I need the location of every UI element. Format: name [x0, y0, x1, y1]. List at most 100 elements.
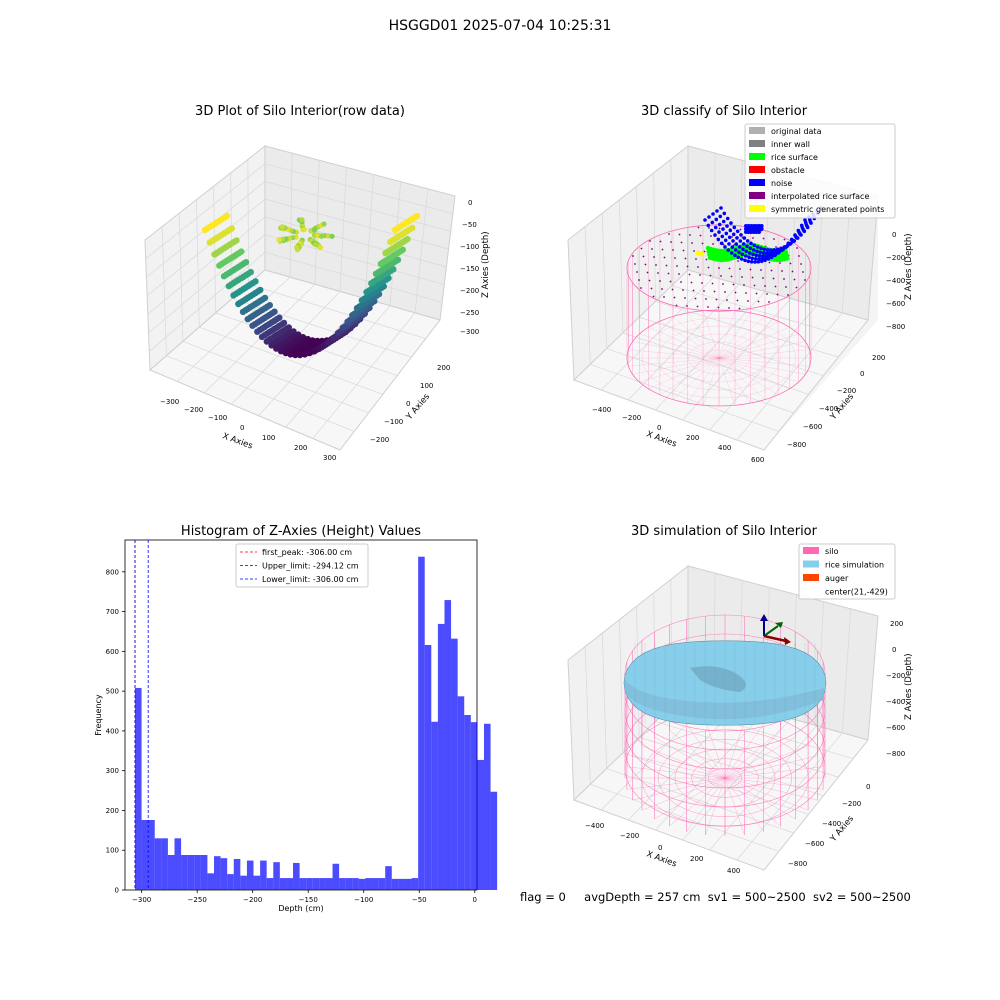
- x-tick: 0: [657, 424, 661, 432]
- z-tick: 200: [890, 620, 903, 628]
- avg-depth: avgDepth = 257 cm: [584, 890, 701, 904]
- x-tick: 600: [751, 456, 764, 464]
- y-tick-label: 100: [106, 847, 119, 855]
- histogram-bar: [352, 878, 359, 890]
- x-tick: −200: [620, 832, 639, 840]
- silo-wireframe: [626, 224, 812, 407]
- panel-title-simulation: 3D simulation of Silo Interior: [631, 524, 817, 539]
- legend-swatch: [803, 574, 819, 581]
- y-tick: −800: [788, 860, 807, 868]
- histogram-bar: [279, 878, 287, 890]
- status-footer: flag = 0 avgDepth = 257 cm sv1 = 500~250…: [520, 890, 911, 904]
- rice-surface: [623, 640, 827, 726]
- histogram-bar: [154, 838, 162, 890]
- y-tick: 200: [437, 364, 450, 372]
- histogram-bar: [266, 878, 274, 890]
- x-tick: 200: [294, 444, 307, 452]
- x-tick: −100: [208, 414, 227, 422]
- histogram-bar: [207, 873, 215, 890]
- x-tick-label: −50: [412, 896, 427, 904]
- x-tick: 400: [718, 444, 731, 452]
- histogram-bar: [299, 878, 307, 890]
- histogram-bar: [483, 723, 491, 890]
- histogram-bar: [246, 860, 254, 890]
- legend-label: symmetric generated points: [771, 205, 884, 214]
- histogram-bar: [385, 866, 392, 890]
- x-tick-label: −200: [243, 896, 262, 904]
- histogram-bar: [325, 878, 333, 890]
- x-tick-label: −150: [299, 896, 318, 904]
- histogram-bar: [141, 820, 149, 890]
- x-axis-label: X Axies: [645, 849, 678, 869]
- legend-label: rice surface: [771, 153, 818, 162]
- legend-swatch: [749, 127, 765, 134]
- y-tick-label: 300: [106, 767, 119, 775]
- histogram-bar: [181, 855, 188, 890]
- legend-label: interpolated rice surface: [771, 192, 869, 201]
- z-tick: −50: [462, 221, 477, 229]
- histogram-bar: [339, 878, 346, 890]
- legend-label: noise: [771, 179, 792, 188]
- y-tick: −200: [370, 436, 389, 444]
- y-tick-label: 500: [106, 688, 119, 696]
- legend-label: center(21,-429): [825, 588, 888, 597]
- histogram-bar: [214, 856, 221, 890]
- y-tick: 0: [866, 783, 870, 791]
- pane-grid: [145, 153, 453, 439]
- z-tick: −100: [460, 243, 479, 251]
- x-tick: −200: [184, 406, 203, 414]
- legend-swatch: [749, 192, 765, 199]
- y-tick: 0: [406, 400, 410, 408]
- y-tick: −600: [805, 840, 824, 848]
- legend: silo rice simulation auger center(21,-429): [798, 543, 896, 600]
- z-axis-label: Z Axies (Depth): [904, 653, 914, 720]
- z-axis-label: Z Axies (Depth): [481, 231, 491, 298]
- histogram-bar: [174, 838, 182, 890]
- histogram-bar: [260, 860, 267, 890]
- z-tick: 0: [892, 231, 896, 239]
- legend: first_peak: -306.00 cm Upper_limit: -294.…: [235, 543, 369, 588]
- y-tick: −200: [837, 387, 856, 395]
- legend-label: obstacle: [771, 166, 805, 175]
- sv2-range: sv2 = 500~2500: [812, 890, 911, 904]
- histogram-bar: [148, 820, 155, 890]
- auger-arrows: [760, 614, 791, 645]
- legend-label: Lower_limit: -306.00 cm: [262, 575, 359, 584]
- histogram-bar: [319, 878, 326, 890]
- legend-label: silo: [825, 547, 839, 556]
- y-tick-label: 600: [106, 648, 119, 656]
- histogram-bar: [167, 855, 175, 890]
- x-tick: 400: [727, 867, 740, 875]
- histogram-bar: [286, 878, 294, 890]
- legend-label: rice simulation: [825, 561, 884, 570]
- x-tick: 300: [323, 454, 336, 462]
- threshold-lines: [134, 540, 149, 890]
- z-tick: −200: [886, 672, 905, 680]
- y-axis-label: Y Axies: [828, 814, 856, 845]
- histogram-bar: [451, 638, 458, 890]
- x-tick: 200: [690, 855, 703, 863]
- x-tick: 0: [658, 844, 662, 852]
- histogram-bar: [424, 645, 432, 890]
- histogram-bar: [233, 858, 241, 890]
- panel-title-histogram: Histogram of Z-Axies (Height) Values: [180, 524, 422, 539]
- x-tick: 100: [262, 434, 275, 442]
- histogram-bar: [365, 878, 373, 890]
- histogram-bar: [273, 862, 280, 890]
- panel-title-raw: 3D Plot of Silo Interior(row data): [195, 104, 405, 119]
- y-tick: −800: [787, 441, 806, 449]
- histogram-bar: [220, 858, 228, 890]
- x-tick: −400: [592, 406, 611, 414]
- histogram-bar: [227, 874, 234, 890]
- histogram-bar: [332, 863, 340, 890]
- y-tick-label: 200: [106, 807, 119, 815]
- x-tick-label: −250: [188, 896, 207, 904]
- histogram-bar: [200, 855, 208, 890]
- axes: −300 −250 −200 −150 −100 −50 0 0 100 200 300 400 500…: [106, 568, 477, 904]
- histogram-bar: [134, 687, 142, 890]
- legend-swatch: [803, 560, 819, 568]
- y-tick: −400: [822, 820, 841, 828]
